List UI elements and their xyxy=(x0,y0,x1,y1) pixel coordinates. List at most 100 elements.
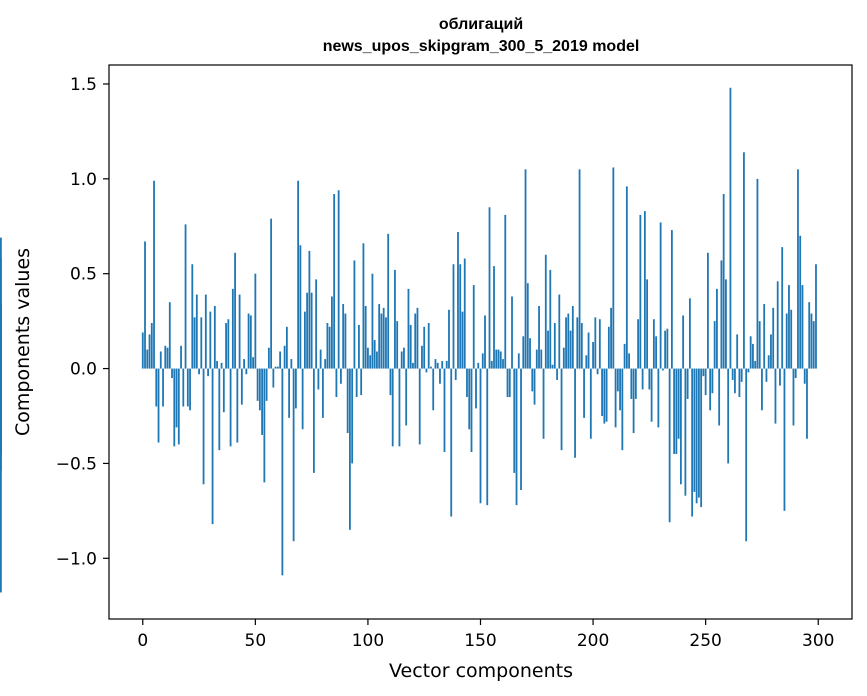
bar-component-247 xyxy=(698,368,700,498)
bar-component-60 xyxy=(276,366,279,369)
bar-component-73 xyxy=(306,292,309,369)
bar-component-295 xyxy=(806,368,808,439)
bar-component-179 xyxy=(544,254,547,369)
bar-component-74 xyxy=(308,250,311,369)
bar-component-140 xyxy=(457,231,459,369)
bar-component-undefined xyxy=(0,368,2,409)
bar-component-90 xyxy=(344,313,347,369)
bar-component-51 xyxy=(256,368,259,401)
bar-component-133 xyxy=(441,360,444,369)
bar-component-21 xyxy=(189,368,191,411)
y-tick-label: −1.0 xyxy=(56,549,97,569)
bar-component-86 xyxy=(335,368,338,398)
x-axis-ticks: 0 50 100 150 200 250 300 xyxy=(137,619,834,651)
bar-component-191 xyxy=(571,305,574,369)
bar-component-24 xyxy=(195,294,198,369)
bar-component-1 xyxy=(144,241,146,369)
bar-component-171 xyxy=(526,283,529,369)
bar-component-185 xyxy=(558,294,561,369)
bar-component-63 xyxy=(283,345,286,369)
bar-component-27 xyxy=(202,368,205,485)
bar-component-270 xyxy=(749,336,752,369)
bar-component-81 xyxy=(324,359,327,369)
bar-component-92 xyxy=(349,368,351,530)
bar-component-135 xyxy=(445,360,448,369)
bar-component-7 xyxy=(157,368,160,443)
bar-component-216 xyxy=(628,353,630,369)
bar-component-266 xyxy=(740,368,743,382)
bar-component-22 xyxy=(191,264,194,369)
bar-component-149 xyxy=(477,362,480,369)
bar-component-288 xyxy=(790,309,793,369)
bar-component-40 xyxy=(231,288,234,369)
bar-component-260 xyxy=(727,368,730,464)
bar-component-192 xyxy=(574,368,576,458)
x-tick-label: 0 xyxy=(137,631,148,651)
bar-component-57 xyxy=(270,218,273,369)
bar-component-250 xyxy=(704,368,707,396)
x-axis-label: Vector components xyxy=(389,660,573,682)
bar-component-95 xyxy=(355,368,358,398)
bar-component-258 xyxy=(722,194,725,369)
chart-title: облигаций xyxy=(439,16,523,33)
x-tick-label: 300 xyxy=(802,631,834,651)
y-tick-label: 1.0 xyxy=(70,170,97,190)
bar-component-42 xyxy=(236,368,239,443)
bar-component-66 xyxy=(290,359,293,369)
bar-component-222 xyxy=(641,368,644,390)
bar-component-75 xyxy=(310,292,313,369)
bar-component-10 xyxy=(164,345,167,369)
bar-component-137 xyxy=(450,368,453,517)
bar-component-undefined xyxy=(0,338,2,369)
bar-component-168 xyxy=(520,368,522,490)
y-tick-label: 1.5 xyxy=(70,75,97,95)
bar-component-241 xyxy=(684,368,687,496)
bar-component-214 xyxy=(623,343,626,369)
bar-component-152 xyxy=(484,315,486,369)
bar-component-55 xyxy=(265,368,268,401)
bar-component-278 xyxy=(767,355,770,369)
bar-component-34 xyxy=(218,368,221,451)
bar-component-123 xyxy=(418,368,421,445)
bar-component-159 xyxy=(499,351,502,369)
bar-component-68 xyxy=(294,368,297,409)
bar-component-100 xyxy=(367,347,369,369)
bar-component-33 xyxy=(216,360,218,369)
bar-component-72 xyxy=(303,311,306,369)
bar-component-265 xyxy=(738,368,741,398)
bar-component-139 xyxy=(454,368,457,380)
bar-component-233 xyxy=(666,328,669,369)
bar-component-204 xyxy=(601,368,603,416)
bar-component-286 xyxy=(785,313,788,369)
bar-component-62 xyxy=(281,368,284,576)
x-tick-label: 200 xyxy=(577,631,609,651)
bar-component-131 xyxy=(436,362,439,369)
bar-component-292 xyxy=(799,235,802,369)
bar-component-43 xyxy=(238,294,241,369)
bar-component-239 xyxy=(679,368,682,485)
bar-component-88 xyxy=(340,368,342,384)
bar-component-218 xyxy=(632,368,635,434)
bar-component-190 xyxy=(569,330,572,369)
bar-component-165 xyxy=(513,368,516,473)
bar-component-175 xyxy=(535,349,538,369)
bar-component-116 xyxy=(403,347,405,369)
bar-component-138 xyxy=(452,264,455,369)
y-tick-label: −0.5 xyxy=(56,454,97,474)
bar-component-188 xyxy=(565,317,567,369)
bar-component-25 xyxy=(198,368,200,375)
bar-component-23 xyxy=(193,317,196,369)
bar-component-228 xyxy=(655,336,658,369)
plot-area-frame xyxy=(108,64,853,620)
bar-component-173 xyxy=(531,368,534,392)
bar-component-64 xyxy=(285,326,288,369)
bar-component-283 xyxy=(779,368,781,386)
bar-component-52 xyxy=(258,368,261,411)
bar-component-259 xyxy=(725,279,727,369)
bar-component-94 xyxy=(353,260,356,369)
bar-component-6 xyxy=(155,368,158,407)
bar-component-280 xyxy=(772,307,775,369)
bar-component-109 xyxy=(387,233,390,369)
bar-component-243 xyxy=(688,298,691,369)
bar-component-105 xyxy=(378,304,381,369)
